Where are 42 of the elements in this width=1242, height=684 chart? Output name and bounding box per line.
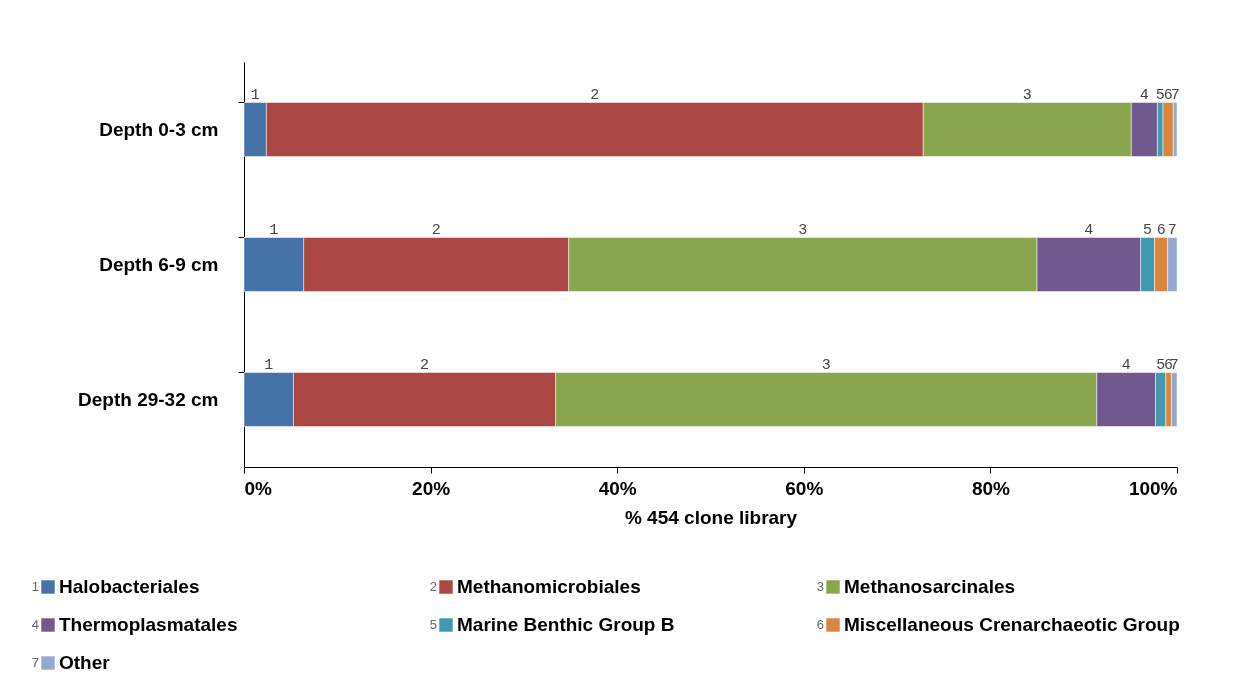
legend-label: Other — [59, 652, 111, 673]
x-tick-label: 100% — [1128, 477, 1178, 499]
annotation: 1 — [269, 221, 279, 239]
y-tick-label: Depth 0-3 cm — [99, 118, 219, 140]
annotation: 7 — [1167, 221, 1177, 239]
legend-label: Miscellaneous Crenarchaeotic Group — [844, 614, 1180, 635]
annotation: 3 — [821, 356, 831, 374]
annotation: 6 — [1163, 86, 1173, 104]
text: 3 — [816, 579, 824, 594]
text: 2 — [429, 579, 437, 594]
annotation: 2 — [420, 356, 430, 374]
annotation: 3 — [798, 221, 808, 239]
annotation: 4 — [1139, 86, 1149, 104]
x-tick-label: 60% — [785, 477, 824, 499]
annotation: 4 — [1084, 221, 1094, 239]
annotation: 6 — [1156, 221, 1166, 239]
annotation: 1 — [264, 356, 274, 374]
annotation: 5 — [1143, 221, 1153, 239]
annotation: 4 — [1121, 356, 1131, 374]
y-tick-label: Depth 6-9 cm — [99, 253, 219, 275]
annotation: 3 — [1022, 86, 1032, 104]
text: 1 — [31, 579, 39, 594]
x-tick-label: 20% — [412, 477, 451, 499]
legend-label: Halobacteriales — [59, 576, 200, 597]
legend-label: Methanomicrobiales — [457, 576, 641, 597]
x-axis-title: % 454 clone library — [624, 506, 798, 528]
legend-label: Thermoplasmatales — [59, 614, 238, 635]
annotation: 2 — [590, 86, 600, 104]
annotation: 2 — [431, 221, 441, 239]
x-tick-label: 80% — [971, 477, 1011, 499]
text: 7 — [31, 655, 39, 670]
text: 6 — [816, 617, 824, 632]
text: 5 — [429, 617, 437, 632]
x-tick-label: 40% — [598, 477, 637, 499]
text: 4 — [31, 617, 39, 632]
x-tick-label: 0% — [244, 477, 273, 499]
annotation: 5 — [1156, 356, 1166, 374]
annotation: 5 — [1155, 86, 1165, 104]
y-tick-label: Depth 29-32 cm — [78, 388, 219, 410]
legend-label: Marine Benthic Group B — [457, 614, 675, 635]
legend-label: Methanosarcinales — [844, 576, 1016, 597]
annotation: 1 — [250, 86, 260, 104]
